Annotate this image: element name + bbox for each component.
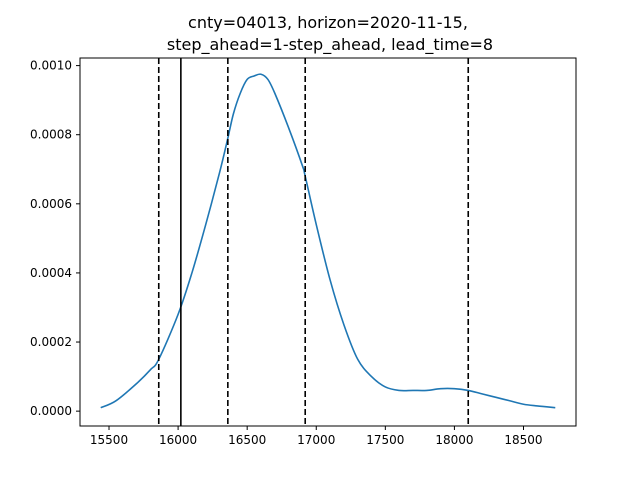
x-tick-label: 18500 — [504, 433, 542, 447]
y-tick-label: 0.0000 — [30, 404, 72, 418]
axes: 15500 16000 16500 17000 17500 18000 18500 0.000… — [30, 57, 577, 447]
y-tick-label: 0.0006 — [30, 197, 72, 211]
y-tick-label: 0.0008 — [30, 128, 72, 142]
x-tick-label: 17000 — [297, 433, 335, 447]
y-tick-label: 0.0002 — [30, 335, 72, 349]
density-curve-0 — [100, 73, 556, 409]
x-tick-label: 16000 — [159, 433, 197, 447]
x-tick-label: 17500 — [366, 433, 404, 447]
plot-area — [100, 58, 556, 426]
y-tick-label: 0.0010 — [30, 59, 72, 73]
chart-title-line-1: cnty=04013, horizon=2020-11-15, — [188, 13, 468, 32]
x-tick-label: 18000 — [435, 433, 473, 447]
x-tick-label: 15500 — [90, 433, 128, 447]
x-tick-label: 16500 — [228, 433, 266, 447]
chart-title-line-2: step_ahead=1-step_ahead, lead_time=8 — [167, 35, 493, 55]
axes-frame — [79, 57, 577, 427]
y-tick-label: 0.0004 — [30, 266, 72, 280]
